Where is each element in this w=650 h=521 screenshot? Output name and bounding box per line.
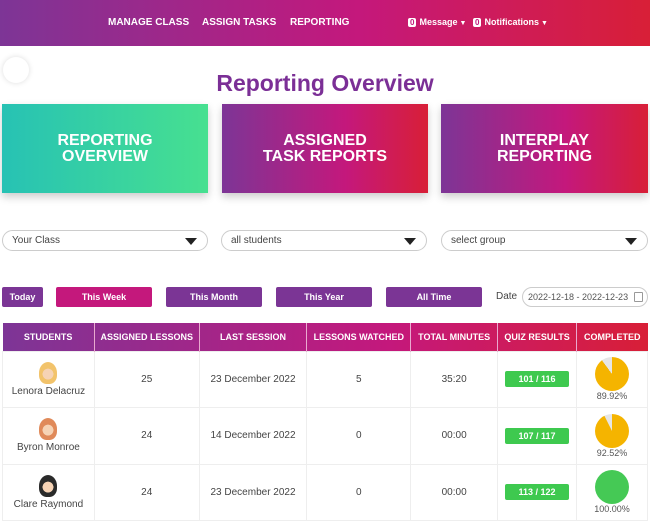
col-last-session: LAST SESSION (199, 323, 308, 351)
card-label: REPORTING (496, 147, 593, 165)
interplay-reporting-card[interactable]: INTERPLAY REPORTING (441, 104, 648, 193)
card-label: REPORTING (57, 131, 153, 149)
col-assigned-lessons: ASSIGNED LESSONS (94, 323, 200, 351)
table-row: Byron Monroe 24 14 December 2022 0 00:00… (2, 407, 648, 465)
card-label: ASSIGNED (283, 131, 367, 149)
class-select-value: Your Class (12, 235, 60, 246)
quiz-cell: 101 / 116 (497, 350, 577, 408)
date-range-value: 2022-12-18 - 2022-12-23 (528, 292, 629, 302)
completion-percent: 100.00% (594, 504, 630, 515)
caret-down-icon: ▼ (540, 20, 548, 27)
avatar (39, 474, 58, 497)
nav-reporting[interactable]: REPORTING (290, 17, 350, 28)
assigned-lessons: 25 (93, 350, 200, 408)
col-lessons-watched: LESSONS WATCHED (306, 323, 412, 351)
top-navbar: MANAGE CLASS ASSIGN TASKS REPORTING 0 Mes… (0, 0, 650, 46)
message-dropdown[interactable]: 0 Message ▼ (408, 17, 466, 27)
reporting-overview-card[interactable]: REPORTING OVERVIEW (2, 104, 208, 193)
student-name[interactable]: Lenora Delacruz (11, 385, 86, 397)
col-completed: COMPLETED (583, 331, 641, 342)
col-quiz-results: QUIZ RESULTS (497, 323, 577, 351)
col-total-minutes: TOTAL MINUTES (410, 323, 499, 351)
message-count-badge: 0 (408, 18, 417, 27)
completion-percent: 89.92% (596, 391, 628, 402)
table-row: Lenora Delacruz 25 23 December 2022 5 35… (2, 350, 648, 408)
completed-cell: 100.00% (576, 463, 648, 521)
students-select[interactable]: all students (221, 230, 427, 251)
lessons-watched: 0 (306, 407, 412, 465)
last-session: 23 December 2022 (198, 350, 308, 408)
total-minutes: 35:20 (410, 350, 499, 408)
notifications-label: Notifications (484, 17, 539, 27)
student-name[interactable]: Clare Raymond (13, 498, 84, 510)
assigned-lessons: 24 (93, 463, 200, 521)
date-label: Date (496, 291, 518, 302)
students-select-value: all students (231, 235, 282, 246)
chevron-down-icon (625, 238, 637, 245)
student-cell: Lenora Delacruz (2, 350, 95, 408)
assigned-task-reports-card[interactable]: ASSIGNED TASK REPORTS (222, 104, 428, 193)
student-cell: Byron Monroe (2, 407, 95, 465)
this-month-button[interactable]: This Month (166, 287, 262, 307)
completion-pie-chart (595, 357, 629, 392)
caret-down-icon: ▼ (459, 20, 467, 27)
group-select-value: select group (451, 235, 506, 246)
notification-count-badge: 0 (473, 18, 482, 27)
quiz-result-badge: 113 / 122 (505, 484, 570, 501)
avatar (39, 361, 58, 384)
last-session: 23 December 2022 (198, 463, 308, 521)
assigned-lessons: 24 (93, 407, 200, 465)
student-name[interactable]: Byron Monroe (17, 442, 80, 454)
total-minutes: 00:00 (410, 407, 499, 465)
last-session: 14 December 2022 (198, 407, 308, 465)
quiz-result-badge: 101 / 116 (505, 371, 570, 388)
lessons-watched: 5 (306, 350, 412, 408)
message-label: Message (419, 17, 458, 27)
report-table: STUDENTS ASSIGNED LESSONS LAST SESSION L… (2, 323, 648, 521)
notifications-dropdown[interactable]: 0 Notifications ▼ (473, 17, 548, 27)
card-label: OVERVIEW (62, 147, 148, 165)
all-time-button[interactable]: All Time (386, 287, 482, 307)
completion-pie-chart (595, 470, 629, 505)
col-students: STUDENTS (2, 323, 95, 351)
quiz-result-badge: 107 / 117 (505, 427, 570, 444)
this-week-button[interactable]: This Week (56, 287, 152, 307)
quiz-cell: 107 / 117 (497, 407, 577, 465)
table-row: Clare Raymond 24 23 December 2022 0 00:0… (2, 463, 648, 521)
today-button[interactable]: Today (2, 287, 43, 307)
date-range-input[interactable]: 2022-12-18 - 2022-12-23 (522, 287, 648, 307)
chevron-down-icon (404, 238, 416, 245)
page-title: Reporting Overview (216, 70, 434, 96)
chevron-down-icon (185, 238, 197, 245)
class-select[interactable]: Your Class (2, 230, 208, 251)
completion-percent: 92.52% (596, 447, 628, 458)
avatar (39, 418, 58, 441)
quiz-cell: 113 / 122 (497, 463, 577, 521)
card-label: TASK REPORTS (262, 147, 388, 165)
completed-cell: 92.52% (576, 407, 648, 465)
completed-cell: 89.92% (576, 350, 648, 408)
lessons-watched: 0 (306, 463, 412, 521)
student-cell: Clare Raymond (2, 463, 95, 521)
nav-manage-class[interactable]: MANAGE CLASS (108, 17, 190, 28)
group-select[interactable]: select group (441, 230, 648, 251)
completion-pie-chart (595, 413, 629, 448)
calendar-icon[interactable] (634, 292, 643, 302)
total-minutes: 00:00 (410, 463, 499, 521)
nav-assign-tasks[interactable]: ASSIGN TASKS (202, 17, 277, 28)
card-label: INTERPLAY (499, 131, 590, 149)
this-year-button[interactable]: This Year (276, 287, 372, 307)
